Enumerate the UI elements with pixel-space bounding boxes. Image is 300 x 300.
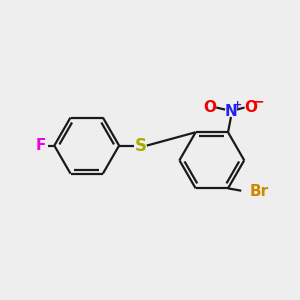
Text: Br: Br bbox=[250, 184, 269, 199]
Text: O: O bbox=[203, 100, 216, 115]
Text: N: N bbox=[225, 103, 237, 118]
Text: F: F bbox=[36, 138, 46, 153]
Text: −: − bbox=[253, 94, 264, 109]
Text: O: O bbox=[244, 100, 257, 115]
Text: S: S bbox=[134, 136, 146, 154]
Text: +: + bbox=[233, 100, 242, 110]
